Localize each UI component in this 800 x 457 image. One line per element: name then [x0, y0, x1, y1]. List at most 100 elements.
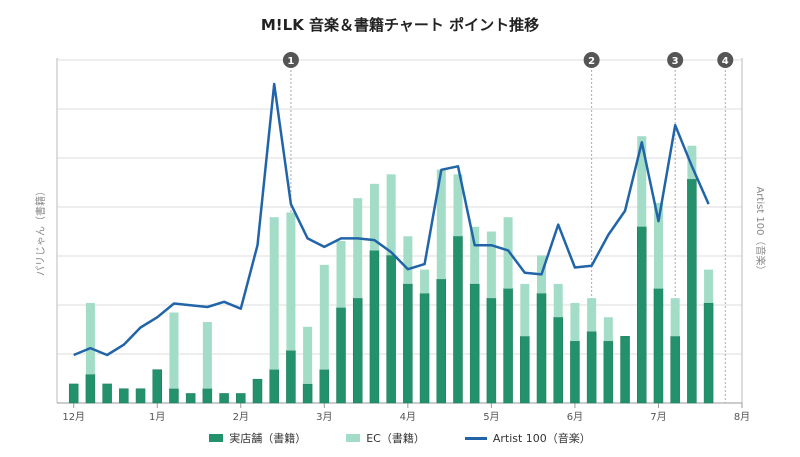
bar-store: [85, 374, 96, 404]
legend-item-artist: Artist 100（音楽）: [464, 430, 591, 446]
bar-ec: [503, 217, 513, 289]
bar-store: [319, 369, 330, 404]
bar-store: [536, 293, 547, 404]
legend-label-artist: Artist 100（音楽）: [492, 432, 591, 445]
bar-store: [286, 350, 296, 404]
bar-store: [169, 388, 179, 404]
chart-title: M!LK 音楽＆書籍チャート ポイント推移: [260, 16, 540, 34]
bar-store: [653, 288, 664, 404]
x-tick-label: 3月: [316, 411, 332, 423]
bar-store: [503, 288, 513, 404]
bar-store: [403, 283, 413, 404]
bar-ec: [520, 283, 530, 337]
marker-circle: [717, 52, 734, 68]
bar-store: [119, 388, 129, 404]
marker-label: 3: [672, 56, 679, 67]
left-axis-label: パリじゃん（書籍）: [34, 186, 47, 276]
bar-ec: [336, 241, 346, 308]
bar-ec: [670, 298, 680, 337]
bar-store: [570, 340, 580, 404]
bar-store: [386, 255, 396, 404]
legend: 実店舗（書籍） EC（書籍） Artist 100（音楽）: [0, 430, 800, 446]
bar-ec: [369, 183, 379, 251]
bar-ec: [653, 202, 663, 289]
bar-ec: [169, 312, 179, 389]
x-tick-label: 4月: [400, 411, 416, 423]
bar-ec: [85, 302, 95, 375]
bar-store: [586, 331, 597, 404]
legend-swatch-ec: [346, 434, 361, 442]
bar-store: [252, 378, 263, 404]
bar-store: [520, 336, 530, 404]
x-tick-label: 6月: [567, 411, 583, 423]
x-tick-label: 7月: [650, 411, 666, 423]
bar-store: [703, 302, 714, 404]
bar-store: [302, 383, 313, 404]
bar-store: [236, 393, 246, 404]
bar-store: [68, 383, 79, 404]
x-tick-label: 5月: [483, 411, 499, 423]
bar-ec: [587, 298, 597, 332]
bar-store: [202, 388, 213, 404]
bar-ec: [553, 283, 563, 318]
bar-store: [687, 178, 697, 404]
right-axis-label: Artist 100（音楽）: [754, 186, 767, 275]
bar-ec: [420, 269, 430, 294]
bar-ec: [403, 236, 413, 284]
bar-store: [620, 336, 630, 404]
artist-line: [73, 82, 710, 357]
bar-store: [469, 283, 480, 404]
bar-ec: [353, 198, 363, 299]
marker-circle: [282, 52, 299, 68]
bar-ec: [386, 174, 396, 256]
marker-circle: [583, 52, 600, 68]
legend-label-ec: EC（書籍）: [366, 432, 425, 445]
bar-store: [670, 336, 680, 404]
x-tick-label: 12月: [62, 411, 85, 423]
bar-ec: [637, 136, 647, 227]
bar-ec: [486, 231, 496, 299]
bar-ec: [570, 302, 580, 342]
bar-store: [453, 236, 463, 404]
bar-store: [553, 317, 563, 404]
legend-swatch-artist: [464, 436, 487, 440]
legend-item-store: 実店舗（書籍）: [209, 430, 306, 446]
legend-swatch-store: [209, 434, 224, 442]
bar-store: [102, 383, 112, 404]
bar-ec: [436, 169, 446, 280]
bar-store: [352, 297, 363, 404]
bar-store: [269, 369, 279, 404]
bar-ec: [269, 217, 279, 370]
x-tick-label: 8月: [734, 411, 750, 423]
bar-ec: [704, 269, 714, 303]
bar-store: [185, 393, 196, 404]
x-tick-label: 2月: [233, 411, 249, 423]
legend-item-ec: EC（書籍）: [346, 430, 425, 446]
bar-ec: [303, 326, 313, 384]
marker-circle: [667, 52, 684, 68]
marker-label: 2: [588, 56, 595, 67]
bar-store: [219, 393, 229, 404]
bar-ec: [687, 145, 697, 180]
bar-store: [486, 297, 497, 404]
bar-ec: [286, 212, 296, 351]
x-tick-label: 1月: [149, 411, 165, 423]
bar-ec: [202, 322, 212, 389]
marker-label: 4: [722, 56, 729, 67]
bar-store: [637, 226, 647, 404]
bar-ec: [453, 174, 463, 237]
bar-store: [336, 307, 346, 404]
marker-label: 1: [287, 56, 294, 67]
bar-store: [152, 369, 162, 404]
bar-store: [436, 278, 447, 404]
bar-store: [369, 250, 380, 404]
bar-ec: [470, 226, 480, 284]
bar-store: [419, 293, 430, 404]
bar-store: [135, 388, 146, 404]
bar-ec: [319, 264, 329, 370]
bar-ec: [603, 317, 613, 342]
bar-store: [603, 340, 614, 404]
legend-label-store: 実店舗（書籍）: [229, 432, 307, 445]
